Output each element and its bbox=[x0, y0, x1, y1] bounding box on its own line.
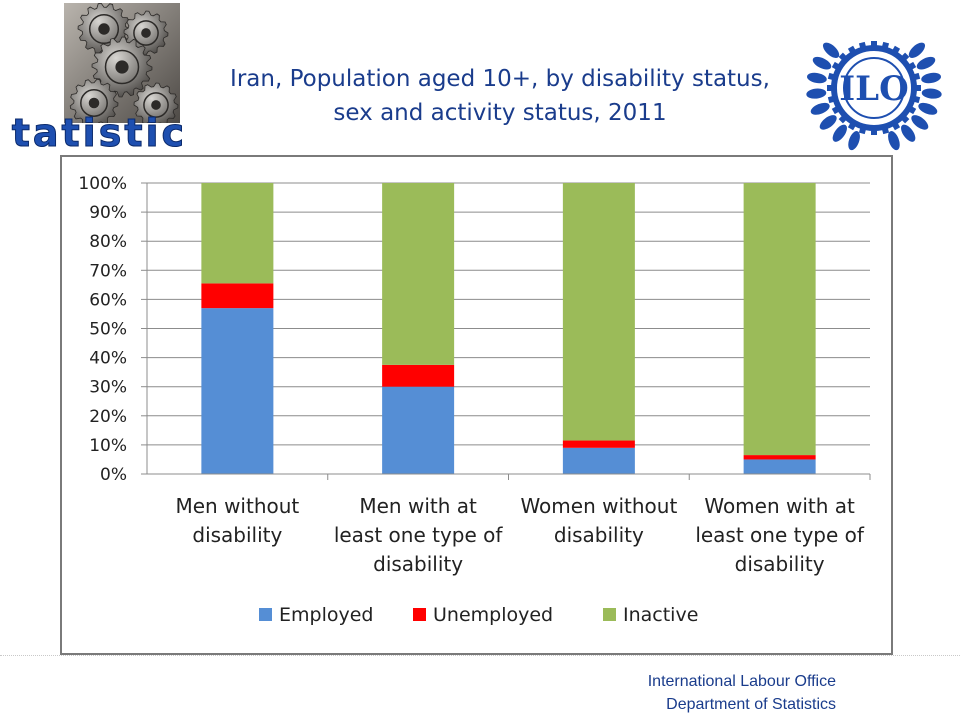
y-tick-label: 100% bbox=[78, 174, 127, 194]
x-category-label: disability bbox=[554, 523, 644, 547]
legend-swatch-unemployed bbox=[413, 608, 426, 621]
laurel-leaf-icon bbox=[921, 88, 942, 99]
bar-segment-employed bbox=[382, 386, 455, 474]
laurel-leaf-icon bbox=[810, 102, 830, 115]
laurel-leaf-icon bbox=[832, 124, 847, 142]
laurel-leaf-icon bbox=[911, 115, 929, 130]
separator-line bbox=[0, 655, 960, 656]
y-tick-label: 20% bbox=[89, 407, 127, 427]
x-category-label: Men without bbox=[175, 494, 299, 518]
bar-segment-unemployed bbox=[382, 364, 455, 387]
y-tick-label: 80% bbox=[89, 232, 127, 252]
footer-org: International Labour Office bbox=[647, 673, 836, 690]
bar-segment-employed bbox=[743, 459, 816, 474]
laurel-leaf-icon bbox=[848, 131, 860, 151]
laurel-leaf-icon bbox=[921, 72, 941, 84]
legend-label: Inactive bbox=[623, 604, 698, 626]
x-category-label: disability bbox=[192, 523, 282, 547]
y-tick-label: 10% bbox=[89, 436, 127, 456]
title-line-1: Iran, Population aged 10+, by disability… bbox=[230, 66, 770, 92]
y-tick-label: 50% bbox=[89, 320, 127, 340]
laurel-leaf-icon bbox=[918, 102, 938, 115]
footer-dept: Department of Statistics bbox=[666, 696, 836, 713]
y-tick-label: 60% bbox=[89, 290, 127, 310]
chart-frame: 0% 10% 20% 30% 40% 50% 60% 70% 80% 90% 100% Men wit… bbox=[60, 155, 893, 655]
bar-segment-inactive bbox=[382, 183, 455, 365]
bar-segment-inactive bbox=[562, 183, 635, 441]
bar-segment-employed bbox=[562, 447, 635, 474]
laurel-leaf-icon bbox=[806, 88, 827, 99]
laurel-leaf-icon bbox=[916, 56, 936, 70]
laurel-leaf-icon bbox=[807, 72, 827, 84]
bar-segment-inactive bbox=[201, 183, 274, 284]
statistics-word-text: Statistics bbox=[8, 111, 186, 155]
gears-image bbox=[64, 3, 180, 123]
x-category-label: least one type of bbox=[334, 523, 504, 547]
bar-segment-inactive bbox=[743, 183, 816, 456]
ilo-logo: ILO bbox=[806, 41, 942, 151]
y-tick-label: 70% bbox=[89, 261, 127, 281]
title-line-2: sex and activity status, 2011 bbox=[333, 100, 667, 126]
legend-swatch-inactive bbox=[603, 608, 616, 621]
x-category-label: Women with at bbox=[704, 494, 855, 518]
laurel-leaf-icon bbox=[901, 124, 916, 142]
laurel-leaf-icon bbox=[822, 42, 840, 58]
x-category-label: disability bbox=[735, 552, 825, 576]
bar-segment-unemployed bbox=[743, 455, 816, 460]
y-tick-label: 30% bbox=[89, 378, 127, 398]
laurel-leaf-icon bbox=[819, 115, 837, 130]
x-category-label: least one type of bbox=[695, 523, 865, 547]
laurel-leaf-icon bbox=[908, 42, 926, 58]
x-category-label: disability bbox=[373, 552, 463, 576]
y-tick-label: 40% bbox=[89, 349, 127, 369]
legend-label: Unemployed bbox=[433, 604, 553, 626]
x-category-label: Men with at bbox=[359, 494, 477, 518]
ilo-logo-text: ILO bbox=[839, 69, 908, 109]
y-tick-label: 90% bbox=[89, 203, 127, 223]
bar-segment-unemployed bbox=[201, 283, 274, 309]
stacked-bar-chart: 0% 10% 20% 30% 40% 50% 60% 70% 80% 90% 100% Men wit… bbox=[78, 174, 871, 626]
bar-segment-unemployed bbox=[562, 440, 635, 448]
laurel-leaf-icon bbox=[888, 131, 900, 151]
x-category-label: Women without bbox=[520, 494, 677, 518]
bar-segment-employed bbox=[201, 308, 274, 474]
slide-title: Iran, Population aged 10+, by disability… bbox=[190, 62, 810, 130]
footer: International Labour Office Department o… bbox=[648, 670, 836, 716]
statistics-wordmark: Statistics bbox=[8, 111, 186, 156]
legend-label: Employed bbox=[279, 604, 373, 626]
laurel-leaf-icon bbox=[812, 56, 832, 70]
legend-swatch-employed bbox=[259, 608, 272, 621]
y-tick-label: 0% bbox=[100, 465, 127, 485]
